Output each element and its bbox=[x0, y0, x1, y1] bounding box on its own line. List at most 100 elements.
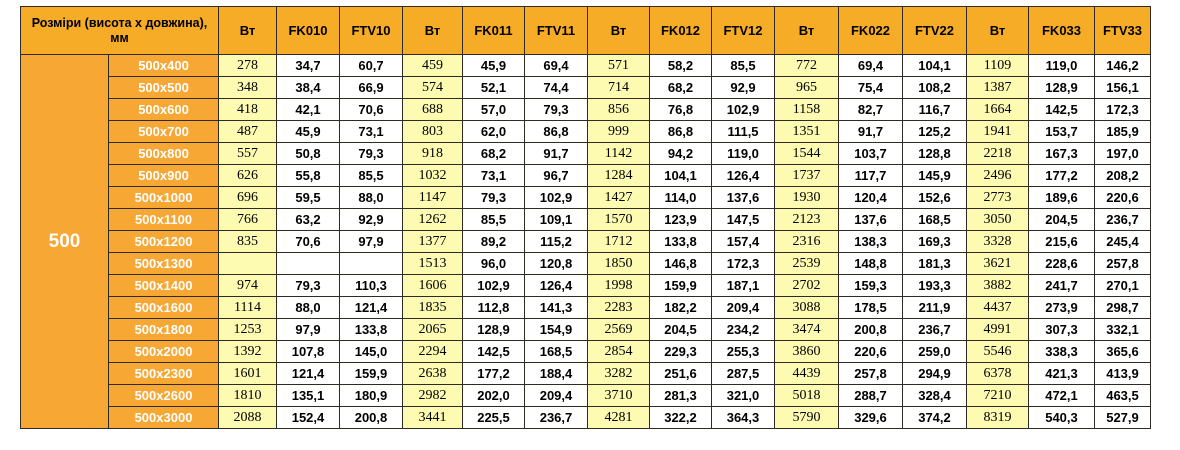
price-cell: 137,6 bbox=[838, 208, 903, 231]
watt-cell: 4991 bbox=[966, 318, 1029, 341]
price-cell: 102,9 bbox=[462, 274, 525, 297]
price-cell: 321,0 bbox=[711, 384, 775, 407]
watt-cell: 348 bbox=[218, 76, 277, 99]
price-cell: 104,1 bbox=[649, 164, 712, 187]
size-cell: 500x1800 bbox=[108, 318, 219, 341]
price-cell: 421,3 bbox=[1028, 362, 1095, 385]
watt-cell: 2065 bbox=[402, 318, 463, 341]
watt-cell: 626 bbox=[218, 164, 277, 187]
price-cell: 63,2 bbox=[276, 208, 340, 231]
watt-cell: 4439 bbox=[774, 362, 839, 385]
size-cell: 500x2600 bbox=[108, 384, 219, 407]
price-cell: 79,3 bbox=[276, 274, 340, 297]
price-cell: 126,4 bbox=[524, 274, 588, 297]
price-cell: 126,4 bbox=[711, 164, 775, 187]
size-cell: 500x2300 bbox=[108, 362, 219, 385]
price-cell bbox=[339, 252, 403, 275]
watt-cell: 1606 bbox=[402, 274, 463, 297]
price-cell: 540,3 bbox=[1028, 406, 1095, 429]
watt-cell: 2496 bbox=[966, 164, 1029, 187]
watt-cell: 1158 bbox=[774, 98, 839, 121]
watt-cell: 714 bbox=[587, 76, 650, 99]
table-row: 500x1800 1253 97,9 133,8 2065 128,9 154,9 2569 2… bbox=[21, 318, 1151, 341]
table-row: 500x1200 835 70,6 97,9 1377 89,2 115,2 1712 133,… bbox=[21, 230, 1151, 253]
watt-cell: 2294 bbox=[402, 340, 463, 363]
price-cell: 108,2 bbox=[902, 76, 967, 99]
price-cell: 58,2 bbox=[649, 54, 712, 77]
price-cell: 70,6 bbox=[276, 230, 340, 253]
price-cell: 145,9 bbox=[902, 164, 967, 187]
price-cell: 121,4 bbox=[339, 296, 403, 319]
price-cell: 236,7 bbox=[524, 406, 588, 429]
watt-cell: 2702 bbox=[774, 274, 839, 297]
watt-cell: 1570 bbox=[587, 208, 650, 231]
price-cell: 135,1 bbox=[276, 384, 340, 407]
price-cell: 185,9 bbox=[1094, 120, 1151, 143]
model-column-header: FTV11 bbox=[524, 6, 588, 55]
price-cell: 69,4 bbox=[838, 54, 903, 77]
watt-cell: 3050 bbox=[966, 208, 1029, 231]
watt-cell: 1737 bbox=[774, 164, 839, 187]
price-cell: 102,9 bbox=[524, 186, 588, 209]
price-cell: 200,8 bbox=[339, 406, 403, 429]
watt-cell: 3474 bbox=[774, 318, 839, 341]
price-cell: 209,4 bbox=[711, 296, 775, 319]
watt-column-header: Вт bbox=[587, 6, 650, 55]
size-cell: 500x900 bbox=[108, 164, 219, 187]
price-cell: 154,9 bbox=[524, 318, 588, 341]
table-row: 500x600 418 42,1 70,6 688 57,0 79,3 856 76,8 102,… bbox=[21, 98, 1151, 121]
size-cell: 500x1000 bbox=[108, 186, 219, 209]
height-group-label: 500 bbox=[20, 54, 109, 429]
price-cell: 159,3 bbox=[838, 274, 903, 297]
watt-cell: 4437 bbox=[966, 296, 1029, 319]
price-cell: 104,1 bbox=[902, 54, 967, 77]
price-cell: 204,5 bbox=[1028, 208, 1095, 231]
watt-cell: 6378 bbox=[966, 362, 1029, 385]
size-cell: 500x400 bbox=[108, 54, 219, 77]
price-cell: 209,4 bbox=[524, 384, 588, 407]
watt-cell: 3088 bbox=[774, 296, 839, 319]
price-cell: 273,9 bbox=[1028, 296, 1095, 319]
price-cell: 374,2 bbox=[902, 406, 967, 429]
watt-cell: 1712 bbox=[587, 230, 650, 253]
size-cell: 500x600 bbox=[108, 98, 219, 121]
price-cell: 168,5 bbox=[524, 340, 588, 363]
size-cell: 500x500 bbox=[108, 76, 219, 99]
size-cell: 500x1200 bbox=[108, 230, 219, 253]
price-cell: 85,5 bbox=[339, 164, 403, 187]
table-row: 500x800 557 50,8 79,3 918 68,2 91,7 1142 94,2 119… bbox=[21, 142, 1151, 165]
price-cell: 146,2 bbox=[1094, 54, 1151, 77]
watt-cell: 487 bbox=[218, 120, 277, 143]
price-cell: 200,8 bbox=[838, 318, 903, 341]
price-cell: 270,1 bbox=[1094, 274, 1151, 297]
table-row: 500x700 487 45,9 73,1 803 62,0 86,8 999 86,8 111,… bbox=[21, 120, 1151, 143]
watt-column-header: Вт bbox=[966, 6, 1029, 55]
watt-cell: 8319 bbox=[966, 406, 1029, 429]
price-cell: 167,3 bbox=[1028, 142, 1095, 165]
size-cell: 500x1600 bbox=[108, 296, 219, 319]
table-body: 500 500x400 278 34,7 60,7 459 45,9 69,4 571 58,2 8… bbox=[20, 54, 1151, 429]
watt-cell: 2539 bbox=[774, 252, 839, 275]
price-cell: 94,2 bbox=[649, 142, 712, 165]
price-cell: 208,2 bbox=[1094, 164, 1151, 187]
price-cell: 463,5 bbox=[1094, 384, 1151, 407]
price-cell: 125,2 bbox=[902, 120, 967, 143]
price-cell: 257,8 bbox=[1094, 252, 1151, 275]
price-cell: 332,1 bbox=[1094, 318, 1151, 341]
watt-cell: 803 bbox=[402, 120, 463, 143]
watt-cell: 5018 bbox=[774, 384, 839, 407]
price-cell: 128,8 bbox=[902, 142, 967, 165]
price-cell: 34,7 bbox=[276, 54, 340, 77]
watt-cell: 1930 bbox=[774, 186, 839, 209]
price-cell: 527,9 bbox=[1094, 406, 1151, 429]
price-cell: 119,0 bbox=[1028, 54, 1095, 77]
price-cell: 121,4 bbox=[276, 362, 340, 385]
table-row: 500x2000 1392 107,8 145,0 2294 142,5 168,5 2854… bbox=[21, 340, 1151, 363]
price-cell: 45,9 bbox=[462, 54, 525, 77]
price-cell: 228,6 bbox=[1028, 252, 1095, 275]
price-cell: 142,5 bbox=[462, 340, 525, 363]
price-cell: 236,7 bbox=[902, 318, 967, 341]
watt-cell: 2088 bbox=[218, 406, 277, 429]
price-cell: 97,9 bbox=[339, 230, 403, 253]
price-cell: 68,2 bbox=[649, 76, 712, 99]
